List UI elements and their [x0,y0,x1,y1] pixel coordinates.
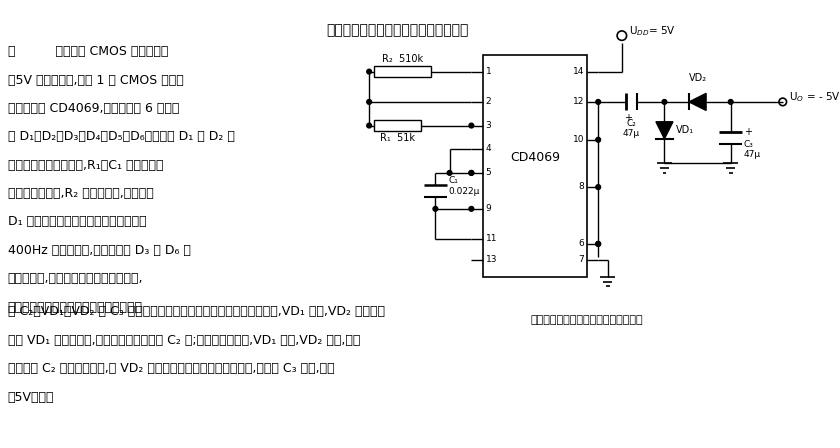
Text: VD₁: VD₁ [676,125,694,135]
Circle shape [662,99,667,104]
Circle shape [596,241,601,246]
Text: 忽略 VD₁ 的正向压降,则信号电压全部加在 C₂ 上;在信号的负半周,VD₁ 截止,VD₂ 导通,信号: 忽略 VD₁ 的正向压降,则信号电压全部加在 C₂ 上;在信号的负半周,VD₁ … [8,334,360,347]
Bar [374,120,421,131]
Circle shape [367,99,371,104]
Text: 用门电路组成的电源电压极性变换电路: 用门电路组成的电源电压极性变换电路 [531,315,643,325]
Text: 8: 8 [578,182,584,191]
Text: 电阻和振荡电容,R₂ 为偏置电阻,用于稳定: 电阻和振荡电容,R₂ 为偏置电阻,用于稳定 [8,187,154,200]
Text: 4: 4 [486,145,491,154]
Text: D₁ 的工作点。该振荡器输出振荡频率为: D₁ 的工作点。该振荡器输出振荡频率为 [8,215,146,228]
Text: 2: 2 [486,97,491,106]
Text: －5V电源。: －5V电源。 [8,391,54,404]
Bar [483,55,587,277]
Text: R₂  510k: R₂ 510k [381,54,423,64]
Circle shape [596,185,601,190]
Text: 图          所示利用 CMOS 门电路产生: 图 所示利用 CMOS 门电路产生 [8,45,168,58]
Circle shape [469,207,474,211]
Circle shape [596,99,601,104]
Circle shape [728,99,733,104]
Text: 1: 1 [486,67,491,76]
Circle shape [469,171,474,175]
Text: +: + [624,113,633,123]
Circle shape [367,123,371,128]
Circle shape [447,171,452,175]
Text: C₂
47μ: C₂ 47μ [622,119,640,138]
Text: 另一方面能提高方波信号的带负载能力。: 另一方面能提高方波信号的带负载能力。 [8,301,143,314]
Text: －5V 电源的电路,使用 1 只 CMOS 六反相: －5V 电源的电路,使用 1 只 CMOS 六反相 [8,73,183,86]
Text: 5: 5 [486,168,491,177]
Text: +: + [744,127,752,137]
Text: 13: 13 [486,255,497,264]
Text: 9: 9 [486,204,491,213]
Polygon shape [689,93,706,110]
Circle shape [596,241,601,246]
Text: 7: 7 [578,255,584,264]
Text: R₁  51k: R₁ 51k [380,133,415,143]
Text: 6: 6 [578,239,584,248]
Text: 门 D₁、D₂、D₃、D₄、D₅、D₆。反相器 D₁ 和 D₂ 构: 门 D₁、D₂、D₃、D₄、D₅、D₆。反相器 D₁ 和 D₂ 构 [8,130,234,143]
Text: 器集成电路 CD4069,其内部共有 6 个与非: 器集成电路 CD4069,其内部共有 6 个与非 [8,102,179,115]
Circle shape [596,138,601,142]
Text: U$_O$ = - 5V: U$_O$ = - 5V [790,90,840,104]
Text: C₃
47μ: C₃ 47μ [744,140,761,159]
Text: C₁
0.022μ: C₁ 0.022μ [449,177,480,196]
Bar [374,66,431,78]
Text: 成两级反相阻容振荡器,R₁、C₁ 分别为振荡: 成两级反相阻容振荡器,R₁、C₁ 分别为振荡 [8,159,163,172]
Text: 11: 11 [486,234,497,243]
Text: 10: 10 [573,135,584,144]
Text: 电压就和 C₂ 上的电压叠加,经 VD₂ 整流后变为负极性的脉冲直流电,再经过 C₃ 滤波,获得: 电压就和 C₂ 上的电压叠加,经 VD₂ 整流后变为负极性的脉冲直流电,再经过 … [8,362,334,375]
Text: 用门电路组成的电源电压极性变换电路: 用门电路组成的电源电压极性变换电路 [327,23,469,37]
Text: 由 C₂、VD₁、VD₂ 和 C₃ 组成半波倍压整流电路。在振荡信号的正半周,VD₁ 导通,VD₂ 截止。若: 由 C₂、VD₁、VD₂ 和 C₃ 组成半波倍压整流电路。在振荡信号的正半周,V… [8,306,385,319]
Text: CD4069: CD4069 [510,151,559,164]
Text: VD₂: VD₂ [689,73,706,83]
Text: 400Hz 的方波电压,四个反相器 D₃ ～ D₆ 并: 400Hz 的方波电压,四个反相器 D₃ ～ D₆ 并 [8,244,191,257]
Text: 14: 14 [573,67,584,76]
Text: 3: 3 [486,121,491,130]
Text: U$_{DD}$= 5V: U$_{DD}$= 5V [629,24,676,38]
Text: 12: 12 [573,97,584,106]
Circle shape [469,123,474,128]
Text: 联作缓冲器,一方面将振荡器和负载隔离,: 联作缓冲器,一方面将振荡器和负载隔离, [8,272,143,285]
Circle shape [433,207,438,211]
Circle shape [469,171,474,175]
Polygon shape [656,122,673,139]
Circle shape [367,69,371,74]
